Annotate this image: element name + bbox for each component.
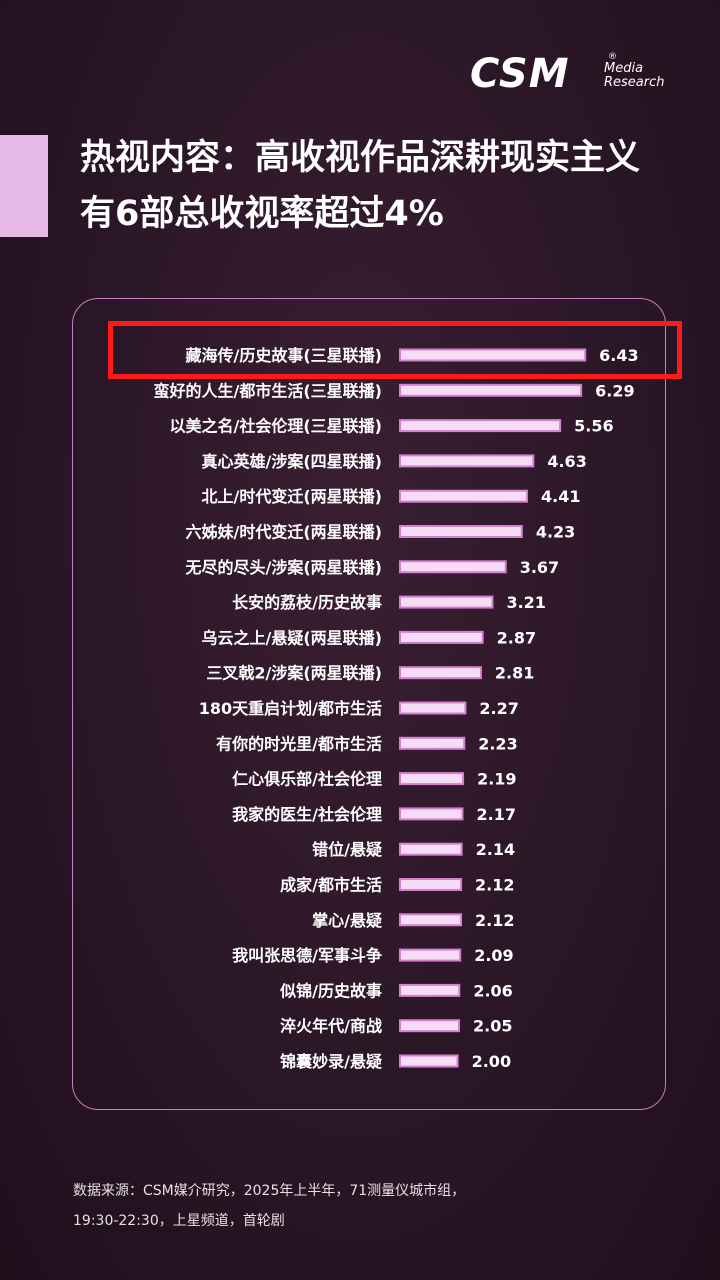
category-label: 成家/都市生活 [280, 876, 382, 895]
value-label: 2.05 [473, 1017, 512, 1036]
value-label: 2.12 [475, 911, 514, 930]
category-label: 锦囊妙录/悬疑 [280, 1052, 382, 1071]
value-label: 6.29 [595, 381, 634, 400]
category-label: 我叫张思德/军事斗争 [232, 946, 382, 965]
category-label: 真心英雄/涉案(四星联播) [202, 452, 382, 471]
value-label: 4.23 [536, 523, 575, 542]
value-label: 2.06 [473, 981, 512, 1000]
value-label: 4.63 [547, 452, 586, 471]
category-label: 藏海传/历史故事(三星联播) [186, 346, 382, 365]
highlight-box [108, 321, 682, 379]
category-label: 有你的时光里/都市生活 [216, 734, 382, 753]
category-label: 180天重启计划/都市生活 [199, 699, 382, 718]
category-label: 以美之名/社会伦理(三星联播) [170, 417, 382, 436]
category-label: 掌心/悬疑 [312, 911, 382, 930]
bar [399, 630, 484, 644]
bar [399, 383, 583, 397]
category-label: 乌云之上/悬疑(两星联播) [202, 628, 382, 647]
bar [399, 807, 464, 821]
value-label: 3.67 [520, 558, 559, 577]
chart-panel [72, 298, 666, 1110]
bar [399, 983, 461, 997]
title-accent-block [0, 135, 48, 237]
value-label: 5.56 [574, 417, 613, 436]
bar [399, 701, 467, 715]
data-source-note: 数据来源：CSM媒介研究，2025年上半年，71测量仪城市组， 19:30-22… [73, 1176, 465, 1236]
bar [399, 1019, 461, 1033]
logo-registered-mark: ® [608, 52, 617, 62]
value-label: 3.21 [506, 593, 545, 612]
bar [399, 913, 463, 927]
category-label: 仁心俱乐部/社会伦理 [232, 770, 382, 789]
value-label: 2.12 [475, 876, 514, 895]
bar [399, 525, 523, 538]
category-label: 无尽的尽头/涉案(两星联播) [185, 558, 382, 577]
value-label: 2.23 [478, 734, 517, 753]
source-line-1: 数据来源：CSM媒介研究，2025年上半年，71测量仪城市组， [73, 1183, 466, 1199]
bar [399, 948, 462, 962]
bar [399, 419, 562, 433]
logo-subtitle-line1: Media [604, 61, 644, 76]
bar [399, 772, 465, 786]
value-label: 2.87 [497, 628, 536, 647]
bar [399, 595, 494, 609]
category-label: 蛮好的人生/都市生活(三星联播) [154, 381, 382, 400]
title-line-1: 热视内容：高收视作品深耕现实主义 [80, 138, 641, 178]
category-label: 淬火年代/商战 [280, 1017, 382, 1036]
category-label: 长安的荔枝/历史故事 [232, 593, 382, 612]
category-label: 我家的医生/社会伦理 [232, 805, 382, 824]
bar [399, 842, 463, 856]
bar [399, 736, 466, 750]
bar [399, 878, 463, 891]
logo-subtitle-line2: Research [604, 75, 665, 90]
bar [399, 489, 529, 503]
source-line-2: 19:30-22:30，上星频道，首轮剧 [73, 1213, 285, 1229]
csm-logo: CSM ® Media Research [470, 52, 680, 96]
value-label: 2.14 [476, 840, 515, 859]
category-label: 三叉戟2/涉案(两星联播) [206, 664, 382, 683]
value-label: 2.81 [495, 664, 534, 683]
title-line-2: 有6部总收视率超过4% [80, 194, 444, 234]
category-label: 北上/时代变迁(两星联播) [202, 487, 382, 506]
bar [399, 1054, 459, 1068]
value-label: 6.43 [599, 346, 638, 365]
bar [399, 348, 587, 362]
value-label: 4.41 [541, 487, 580, 506]
value-label: 2.27 [479, 699, 518, 718]
category-label: 似锦/历史故事 [279, 981, 382, 1000]
category-label: 错位/悬疑 [312, 840, 382, 859]
bar [399, 560, 507, 574]
category-label: 六姊妹/时代变迁(两星联播) [186, 523, 382, 542]
value-label: 2.17 [476, 805, 515, 824]
value-label: 2.09 [474, 946, 513, 965]
page-title: 热视内容：高收视作品深耕现实主义 有6部总收视率超过4% [80, 130, 640, 242]
logo-subtitle: Media Research [604, 62, 665, 90]
bar [399, 454, 535, 468]
bar [399, 666, 482, 680]
value-label: 2.00 [472, 1052, 511, 1071]
logo-wordmark: CSM [470, 51, 570, 97]
value-label: 2.19 [477, 770, 516, 789]
